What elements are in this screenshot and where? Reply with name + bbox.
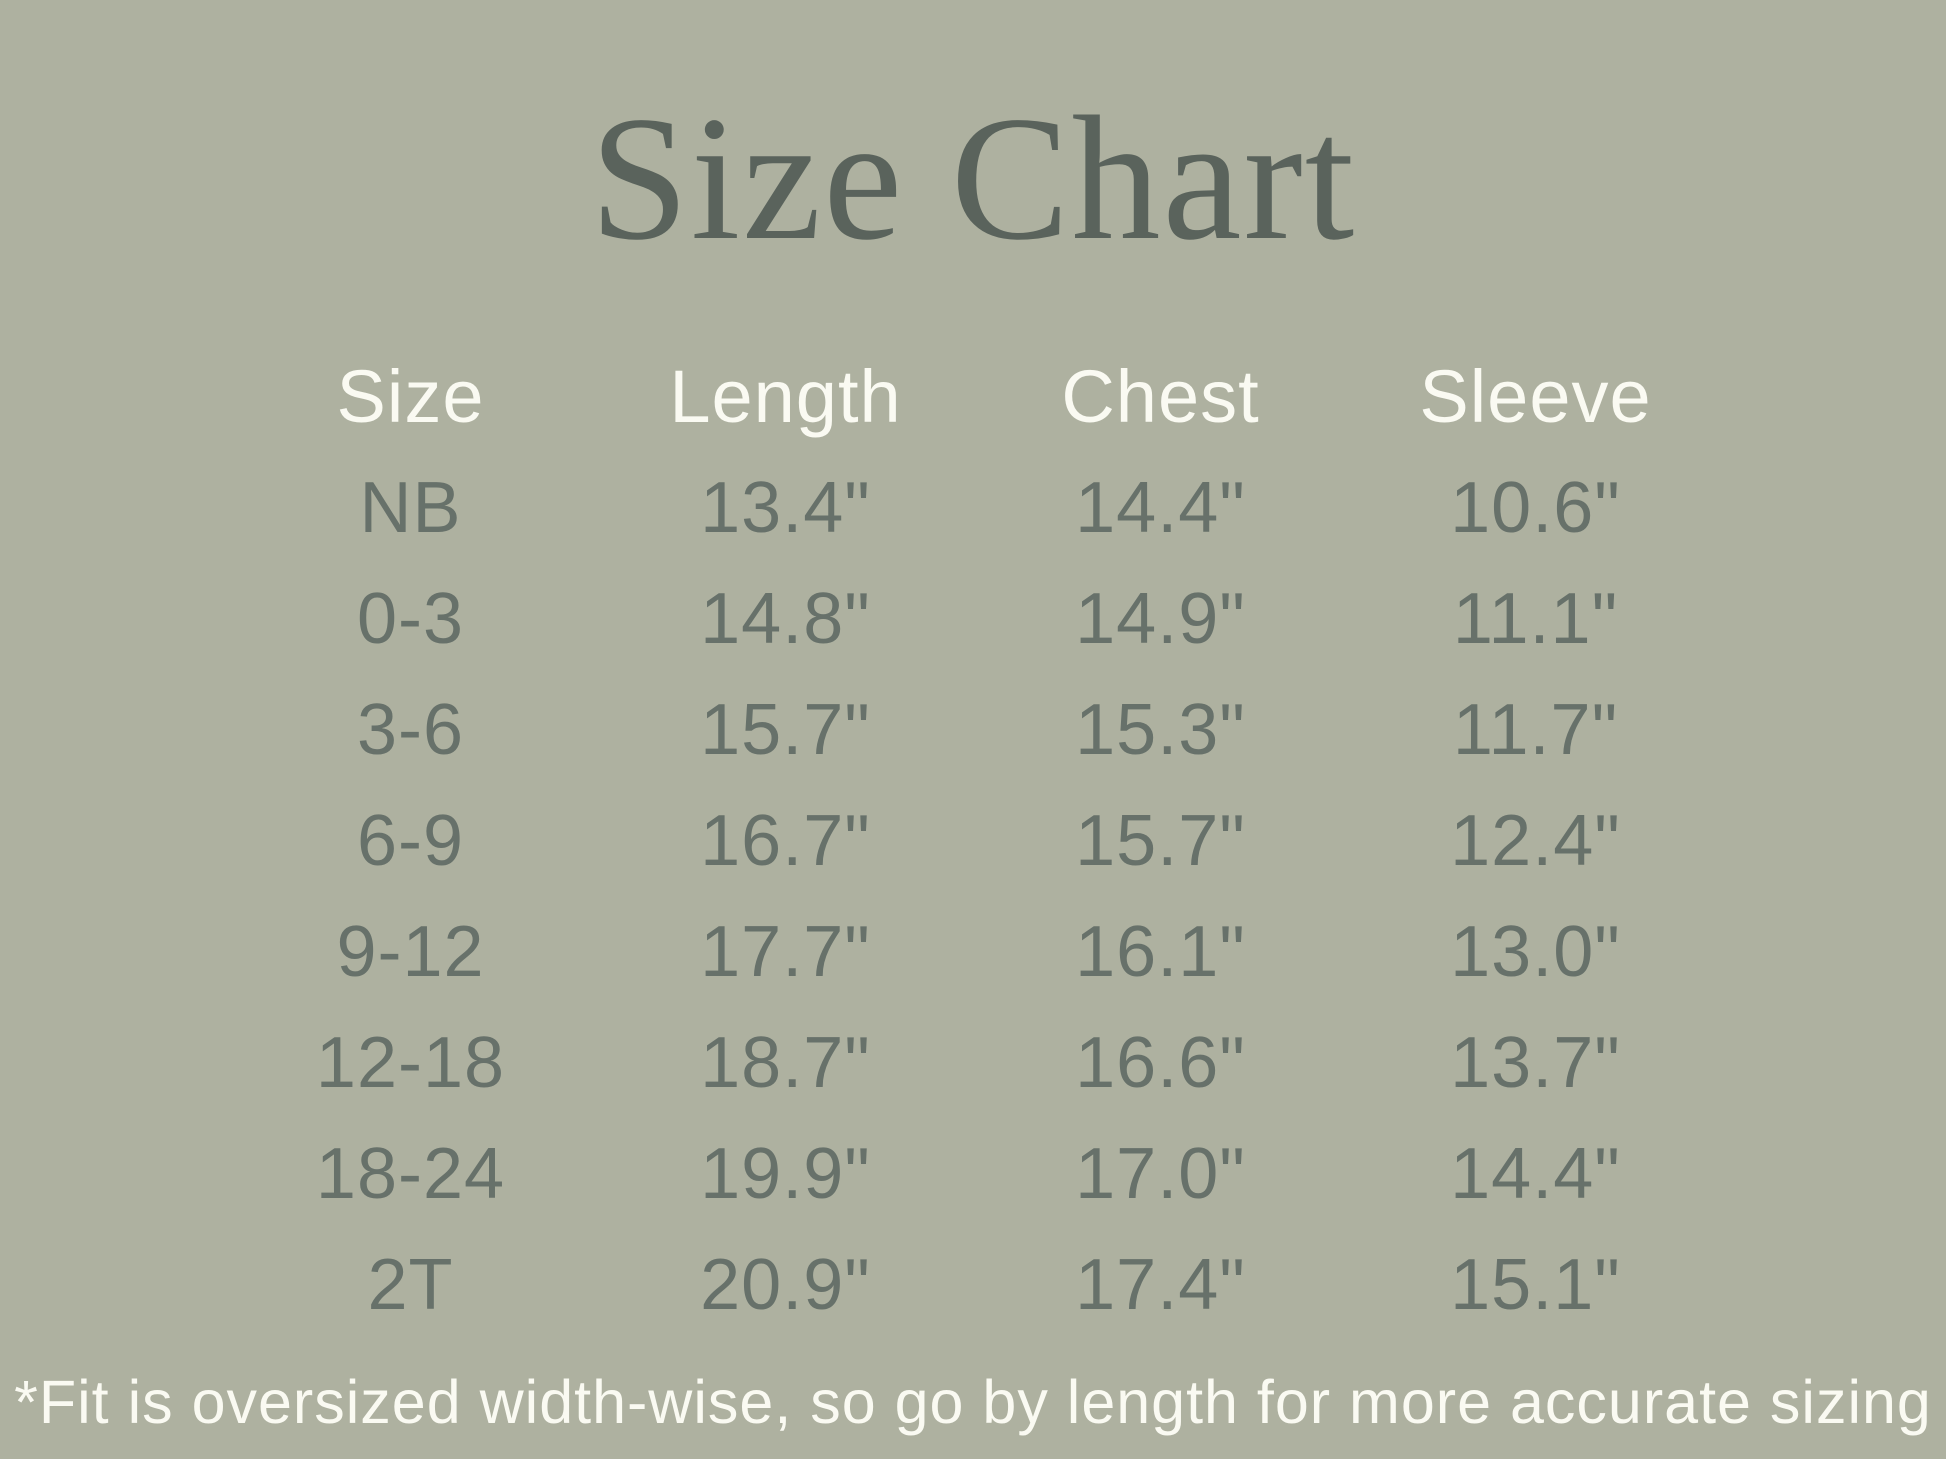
column-header-length: Length bbox=[669, 355, 902, 439]
size-cell: 2T bbox=[367, 1245, 454, 1326]
measurement-cell: 15.1" bbox=[1450, 1245, 1621, 1326]
table-row: 9-12 17.7" 16.1" 13.0" bbox=[223, 897, 1723, 1008]
table-row: 6-9 16.7" 15.7" 12.4" bbox=[223, 786, 1723, 897]
table-row: 12-18 18.7" 16.6" 13.7" bbox=[223, 1008, 1723, 1119]
page-title: Size Chart bbox=[589, 79, 1357, 277]
measurement-cell: 20.9" bbox=[700, 1245, 871, 1326]
measurement-cell: 17.7" bbox=[700, 912, 871, 993]
measurement-cell: 14.4" bbox=[1450, 1134, 1621, 1215]
size-cell: 12-18 bbox=[315, 1023, 506, 1104]
column-header-sleeve: Sleeve bbox=[1419, 355, 1652, 439]
table-row: 0-3 14.8" 14.9" 11.1" bbox=[223, 564, 1723, 675]
table-row: 18-24 19.9" 17.0" 14.4" bbox=[223, 1119, 1723, 1230]
measurement-cell: 13.4" bbox=[700, 468, 871, 549]
size-cell: NB bbox=[359, 468, 462, 549]
measurement-cell: 16.1" bbox=[1075, 912, 1246, 993]
measurement-cell: 15.7" bbox=[700, 690, 871, 771]
table-row: 3-6 15.7" 15.3" 11.7" bbox=[223, 675, 1723, 786]
measurement-cell: 15.7" bbox=[1075, 801, 1246, 882]
table-row: NB 13.4" 14.4" 10.6" bbox=[223, 453, 1723, 564]
header-row: Size Length Chest Sleeve bbox=[223, 341, 1723, 453]
measurement-cell: 13.7" bbox=[1450, 1023, 1621, 1104]
measurement-cell: 17.0" bbox=[1075, 1134, 1246, 1215]
measurement-cell: 10.6" bbox=[1450, 468, 1621, 549]
measurement-cell: 16.6" bbox=[1075, 1023, 1246, 1104]
table-row: 2T 20.9" 17.4" 15.1" bbox=[223, 1230, 1723, 1341]
size-table-header: Size Length Chest Sleeve bbox=[223, 341, 1723, 453]
measurement-cell: 17.4" bbox=[1075, 1245, 1246, 1326]
measurement-cell: 13.0" bbox=[1450, 912, 1621, 993]
measurement-cell: 19.9" bbox=[700, 1134, 871, 1215]
measurement-cell: 14.8" bbox=[700, 579, 871, 660]
size-table-body: NB 13.4" 14.4" 10.6" 0-3 14.8" 14.9" 11.1" 3-6 15… bbox=[223, 453, 1723, 1341]
size-cell: 18-24 bbox=[315, 1134, 506, 1215]
size-cell: 6-9 bbox=[356, 801, 465, 882]
size-cell: 0-3 bbox=[356, 579, 465, 660]
size-cell: 3-6 bbox=[356, 690, 465, 771]
measurement-cell: 14.9" bbox=[1075, 579, 1246, 660]
fit-footnote: *Fit is oversized width-wise, so go by l… bbox=[14, 1367, 1932, 1436]
measurement-cell: 18.7" bbox=[700, 1023, 871, 1104]
measurement-cell: 15.3" bbox=[1075, 690, 1246, 771]
column-header-chest: Chest bbox=[1061, 355, 1260, 439]
size-table: Size Length Chest Sleeve NB 13.4" 14.4" 10.6" 0… bbox=[223, 341, 1723, 1341]
measurement-cell: 11.7" bbox=[1452, 690, 1619, 771]
measurement-cell: 14.4" bbox=[1075, 468, 1246, 549]
measurement-cell: 12.4" bbox=[1450, 801, 1621, 882]
column-header-size: Size bbox=[336, 355, 485, 439]
measurement-cell: 16.7" bbox=[700, 801, 871, 882]
size-cell: 9-12 bbox=[336, 912, 485, 993]
measurement-cell: 11.1" bbox=[1452, 579, 1619, 660]
